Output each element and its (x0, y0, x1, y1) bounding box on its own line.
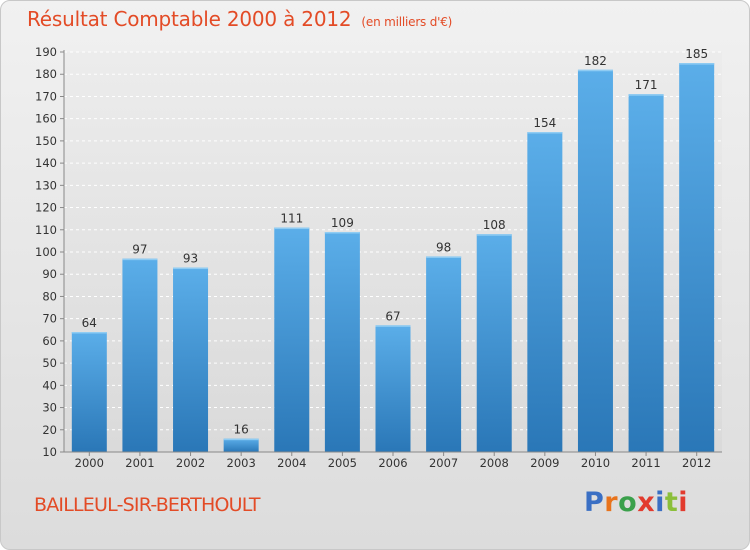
bar (223, 438, 259, 452)
data-label: 16 (234, 423, 249, 437)
proxiti-logo: Proxiti (584, 487, 688, 518)
chart-title: Résultat Comptable 2000 à 2012 (en millie… (27, 7, 452, 31)
bar (324, 232, 360, 452)
bar (122, 258, 158, 452)
data-label: 108 (483, 218, 506, 232)
commune-name: BAILLEUL-SIR-BERTHOULT (34, 494, 261, 516)
bar (527, 132, 563, 452)
data-label: 98 (436, 240, 451, 254)
x-tick-label: 2010 (581, 456, 610, 470)
y-tick-label: 70 (42, 312, 57, 326)
bar (375, 325, 411, 452)
chart-subtitle: (en milliers d'€) (361, 15, 453, 29)
x-tick-label: 2005 (328, 456, 357, 470)
y-tick-label: 140 (35, 156, 57, 170)
data-label: 93 (183, 252, 198, 266)
data-label: 64 (82, 316, 97, 330)
data-label: 67 (385, 309, 400, 323)
y-tick-label: 110 (35, 223, 57, 237)
logo-letter: x (637, 487, 656, 518)
x-tick-label: 2003 (227, 456, 256, 470)
x-tick-label: 2008 (480, 456, 509, 470)
bar-highlight (71, 332, 107, 334)
y-tick-label: 50 (42, 356, 57, 370)
x-tick-label: 2002 (176, 456, 205, 470)
bar-highlight (679, 63, 715, 65)
bar-highlight (122, 258, 158, 261)
logo-letter: i (678, 487, 689, 518)
y-tick-label: 160 (35, 112, 57, 126)
y-tick-label: 190 (35, 45, 57, 59)
bar (476, 234, 512, 452)
y-tick-label: 150 (35, 134, 57, 148)
y-tick-label: 90 (42, 267, 57, 281)
y-tick-label: 120 (35, 201, 57, 215)
bar (679, 63, 715, 452)
x-tick-label: 2009 (530, 456, 559, 470)
bar-highlight (527, 132, 563, 134)
bar (173, 267, 209, 452)
bar (426, 256, 462, 452)
x-tick-label: 2012 (682, 456, 711, 470)
y-tick-label: 80 (42, 289, 57, 303)
chart-title-text: Résultat Comptable 2000 à 2012 (27, 7, 352, 31)
bar (577, 69, 613, 453)
y-tick-label: 30 (42, 401, 57, 415)
y-tick-label: 130 (35, 178, 57, 192)
bar-highlight (426, 256, 462, 258)
y-tick-label: 10 (42, 445, 57, 459)
bar-highlight (324, 232, 360, 234)
data-label: 185 (685, 47, 708, 61)
logo-letter: r (604, 487, 619, 518)
x-tick-label: 2007 (429, 456, 458, 470)
bar (628, 94, 664, 452)
logo-letter: P (584, 487, 605, 518)
x-tick-label: 2004 (277, 456, 306, 470)
y-tick-label: 170 (35, 89, 57, 103)
data-label: 109 (331, 216, 354, 230)
data-label: 111 (280, 212, 303, 226)
y-tick-label: 100 (35, 245, 57, 259)
bar-highlight (577, 69, 613, 72)
logo-letter: o (618, 487, 638, 518)
x-tick-label: 2001 (125, 456, 154, 470)
x-tick-label: 2011 (631, 456, 660, 470)
y-tick-label: 40 (42, 378, 57, 392)
x-tick-label: 2006 (378, 456, 407, 470)
bar-highlight (223, 438, 259, 441)
data-label: 154 (533, 116, 556, 130)
bar-highlight (476, 234, 512, 236)
y-tick-label: 20 (42, 423, 57, 437)
x-tick-label: 2000 (75, 456, 104, 470)
y-tick-label: 180 (35, 67, 57, 81)
logo-letter: i (655, 487, 665, 518)
y-tick-label: 60 (42, 334, 57, 348)
bar (71, 332, 107, 452)
bar-highlight (628, 94, 664, 96)
data-label: 97 (132, 243, 147, 257)
data-label: 171 (635, 78, 658, 92)
bar-highlight (274, 227, 310, 230)
bar-highlight (173, 267, 209, 270)
data-label: 182 (584, 54, 607, 68)
bar-highlight (375, 325, 411, 327)
bar (274, 227, 310, 452)
logo-letter: t (664, 487, 679, 518)
